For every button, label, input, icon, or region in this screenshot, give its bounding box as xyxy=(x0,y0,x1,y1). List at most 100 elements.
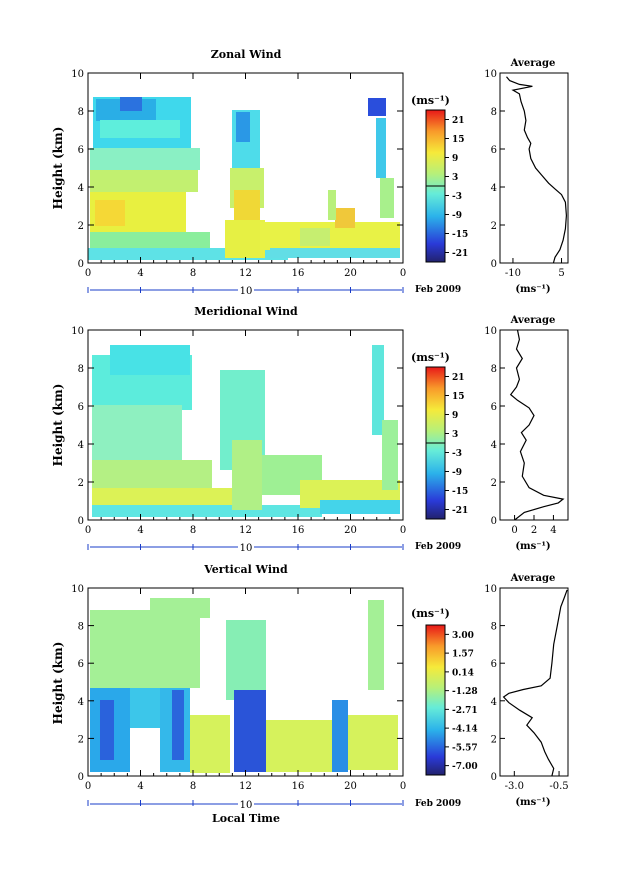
zonal-y-tick-label: 4 xyxy=(78,183,84,194)
vertical-average-profile xyxy=(502,589,568,777)
vertical-ylabel: Height (km) xyxy=(51,642,65,725)
zonal-heatmap-field xyxy=(88,97,400,260)
vertical-y-tick-label: 4 xyxy=(78,697,84,708)
zonal-average-y-tick-label: 0 xyxy=(491,259,497,270)
zonal-title: Zonal Wind xyxy=(211,48,282,61)
zonal-cell xyxy=(328,190,336,220)
vertical-average-y-tick-label: 10 xyxy=(484,584,497,595)
vertical-cell xyxy=(150,598,210,618)
zonal-average-profile xyxy=(506,76,568,264)
meridional-colorbar-unit: (ms⁻¹) xyxy=(411,351,450,364)
zonal-x-tick-label: 0 xyxy=(85,268,91,279)
meridional-cell xyxy=(92,488,262,508)
zonal-average-y-tick-label: 8 xyxy=(491,107,497,118)
vertical-date-bar-label: 10 xyxy=(240,800,253,811)
zonal-cell xyxy=(95,200,125,226)
vertical-colorbar-tick-label: 1.57 xyxy=(452,650,474,660)
meridional-average-frame xyxy=(499,329,569,521)
zonal-y-tick-label: 6 xyxy=(78,145,84,156)
meridional-y-tick-label: 2 xyxy=(78,478,84,489)
zonal-colorbar-tick-label: -15 xyxy=(452,230,468,240)
vertical-cell xyxy=(90,610,200,688)
vertical-cell xyxy=(368,600,384,690)
meridional-colorbar-tick-label: 15 xyxy=(452,392,465,402)
vertical-y-tick-label: 6 xyxy=(78,659,84,670)
meridional-colorbar-tick-label: -3 xyxy=(452,449,462,459)
vertical-colorbar-tick-label: 3.00 xyxy=(452,631,474,641)
zonal-x-tick-label: 0 xyxy=(400,268,406,279)
meridional-date-bar-label: 10 xyxy=(240,543,253,554)
vertical-title: Vertical Wind xyxy=(203,563,288,576)
vertical-cell xyxy=(172,690,184,760)
zonal-colorbar-tick-label: -21 xyxy=(452,249,468,259)
vertical-average-y-tick-label: 4 xyxy=(491,697,497,708)
vertical-date-label: Feb 2009 xyxy=(415,799,461,809)
meridional-average-title: Average xyxy=(510,315,556,326)
meridional-y-tick-label: 4 xyxy=(78,440,84,451)
vertical-colorbar-tick-label: -5.57 xyxy=(452,743,478,753)
zonal-average-y-tick-label: 4 xyxy=(491,183,497,194)
zonal-cell xyxy=(100,120,180,138)
meridional-x-tick-label: 0 xyxy=(85,525,91,536)
vertical-x-tick-label: 8 xyxy=(190,781,196,792)
zonal-colorbar-tick-label: 15 xyxy=(452,135,465,145)
meridional-average-y-tick-label: 10 xyxy=(484,326,497,337)
vertical-average-y-tick-label: 0 xyxy=(491,772,497,783)
zonal-average-title: Average xyxy=(510,58,556,69)
zonal-ylabel: Height (km) xyxy=(51,127,65,210)
vertical-cell xyxy=(332,700,348,772)
meridional-cell xyxy=(92,405,182,465)
zonal-colorbar-ticks: 21 15 9 3 -3 -9 -15 -21 xyxy=(445,116,468,259)
meridional-colorbar-tick-label: -15 xyxy=(452,487,468,497)
vertical-x-tick-label: 4 xyxy=(137,781,143,792)
meridional-cell xyxy=(110,345,190,375)
vertical-colorbar-tick-label: -2.71 xyxy=(452,706,478,716)
vertical-y-tick-label: 2 xyxy=(78,734,84,745)
vertical-date-bar-label-bg xyxy=(238,798,254,809)
zonal-colorbar-tick-label: 9 xyxy=(452,154,458,164)
vertical-x-tick-label: 20 xyxy=(344,781,357,792)
vertical-y-tick-label: 0 xyxy=(78,772,84,783)
zonal-x-tick-label: 8 xyxy=(190,268,196,279)
vertical-average-x-tick-label: -0.5 xyxy=(549,781,568,792)
meridional-x-tick-label: 12 xyxy=(239,525,252,536)
meridional-colorbar-tick-label: 3 xyxy=(452,430,458,440)
meridional-x-tick-label: 16 xyxy=(292,525,305,536)
zonal-cell xyxy=(90,170,198,192)
meridional-cell xyxy=(92,460,212,490)
vertical-average-frame xyxy=(499,587,569,777)
vertical-colorbar-tick-label: -4.14 xyxy=(452,725,478,735)
meridional-y-tick-label: 10 xyxy=(71,326,84,337)
zonal-cell xyxy=(234,190,260,220)
vertical-cell xyxy=(348,715,398,770)
zonal-date-bar-label-bg xyxy=(238,284,254,295)
vertical-colorbar-ticks: 3.00 1.57 0.14 -1.28 -2.71 -4.14 -5.57 -7.00 xyxy=(445,631,478,772)
meridional-y-tick-label: 0 xyxy=(78,516,84,527)
zonal-colorbar-tick-label: -3 xyxy=(452,192,462,202)
meridional-x-tick-label: 8 xyxy=(190,525,196,536)
zonal-cell xyxy=(225,220,265,258)
vertical-average-axes: 0 2 4 6 8 10 -3.0 -0.5 xyxy=(484,584,568,792)
zonal-cell xyxy=(380,178,394,218)
vertical-colorbar xyxy=(425,624,446,776)
vertical-cell xyxy=(226,620,266,700)
meridional-x-tick-label: 0 xyxy=(400,525,406,536)
meridional-title: Meridional Wind xyxy=(194,305,298,318)
zonal-y-tick-label: 10 xyxy=(71,69,84,80)
vertical-colorbar-tick-label: 0.14 xyxy=(452,668,474,678)
meridional-cell xyxy=(320,500,400,514)
vertical-colorbar-unit: (ms⁻¹) xyxy=(411,607,450,620)
vertical-colorbar-tick-label: -7.00 xyxy=(452,762,478,772)
zonal-colorbar-tick-label: 21 xyxy=(452,116,465,126)
meridional-x-tick-label: 4 xyxy=(137,525,143,536)
meridional-average-x-tick-label: 2 xyxy=(531,525,537,536)
zonal-cell xyxy=(376,118,386,178)
meridional-average-unit: (ms⁻¹) xyxy=(515,541,550,552)
vertical-cell xyxy=(266,720,336,772)
zonal-cell xyxy=(236,112,250,142)
zonal-x-tick-label: 16 xyxy=(292,268,305,279)
meridional-x-tick-label: 20 xyxy=(344,525,357,536)
vertical-xlabel: Local Time xyxy=(212,812,280,825)
